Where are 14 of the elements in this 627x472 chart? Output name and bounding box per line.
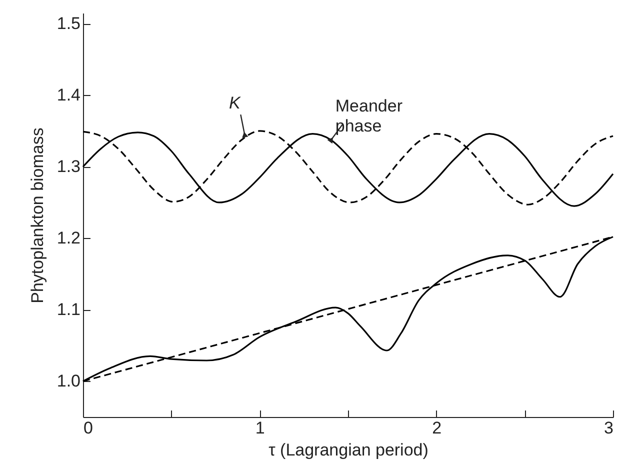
x-tick-label: 1 xyxy=(255,418,265,438)
y-tick-label: 1.1 xyxy=(56,300,80,320)
x-axis-title: τ (Lagrangian period) xyxy=(268,440,428,460)
y-axis-title: Phytoplankton biomass xyxy=(28,128,47,304)
y-tick-label: 1.5 xyxy=(56,14,80,34)
y-tick-label: 1.0 xyxy=(56,372,80,391)
y-tick-label: 1.3 xyxy=(56,157,80,176)
y-tick-label: 1.2 xyxy=(56,228,80,248)
annotation: Meander phase xyxy=(335,96,403,136)
x-tick-label: 2 xyxy=(432,418,442,438)
y-tick-label: 1.4 xyxy=(56,86,80,105)
annotation: K xyxy=(228,94,241,113)
x-tick-label: 3 xyxy=(604,418,614,438)
x-tick-label: 0 xyxy=(84,418,93,438)
